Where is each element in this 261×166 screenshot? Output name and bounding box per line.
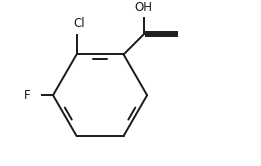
Text: OH: OH <box>135 1 153 14</box>
Text: Cl: Cl <box>74 17 85 30</box>
Text: F: F <box>24 89 31 102</box>
